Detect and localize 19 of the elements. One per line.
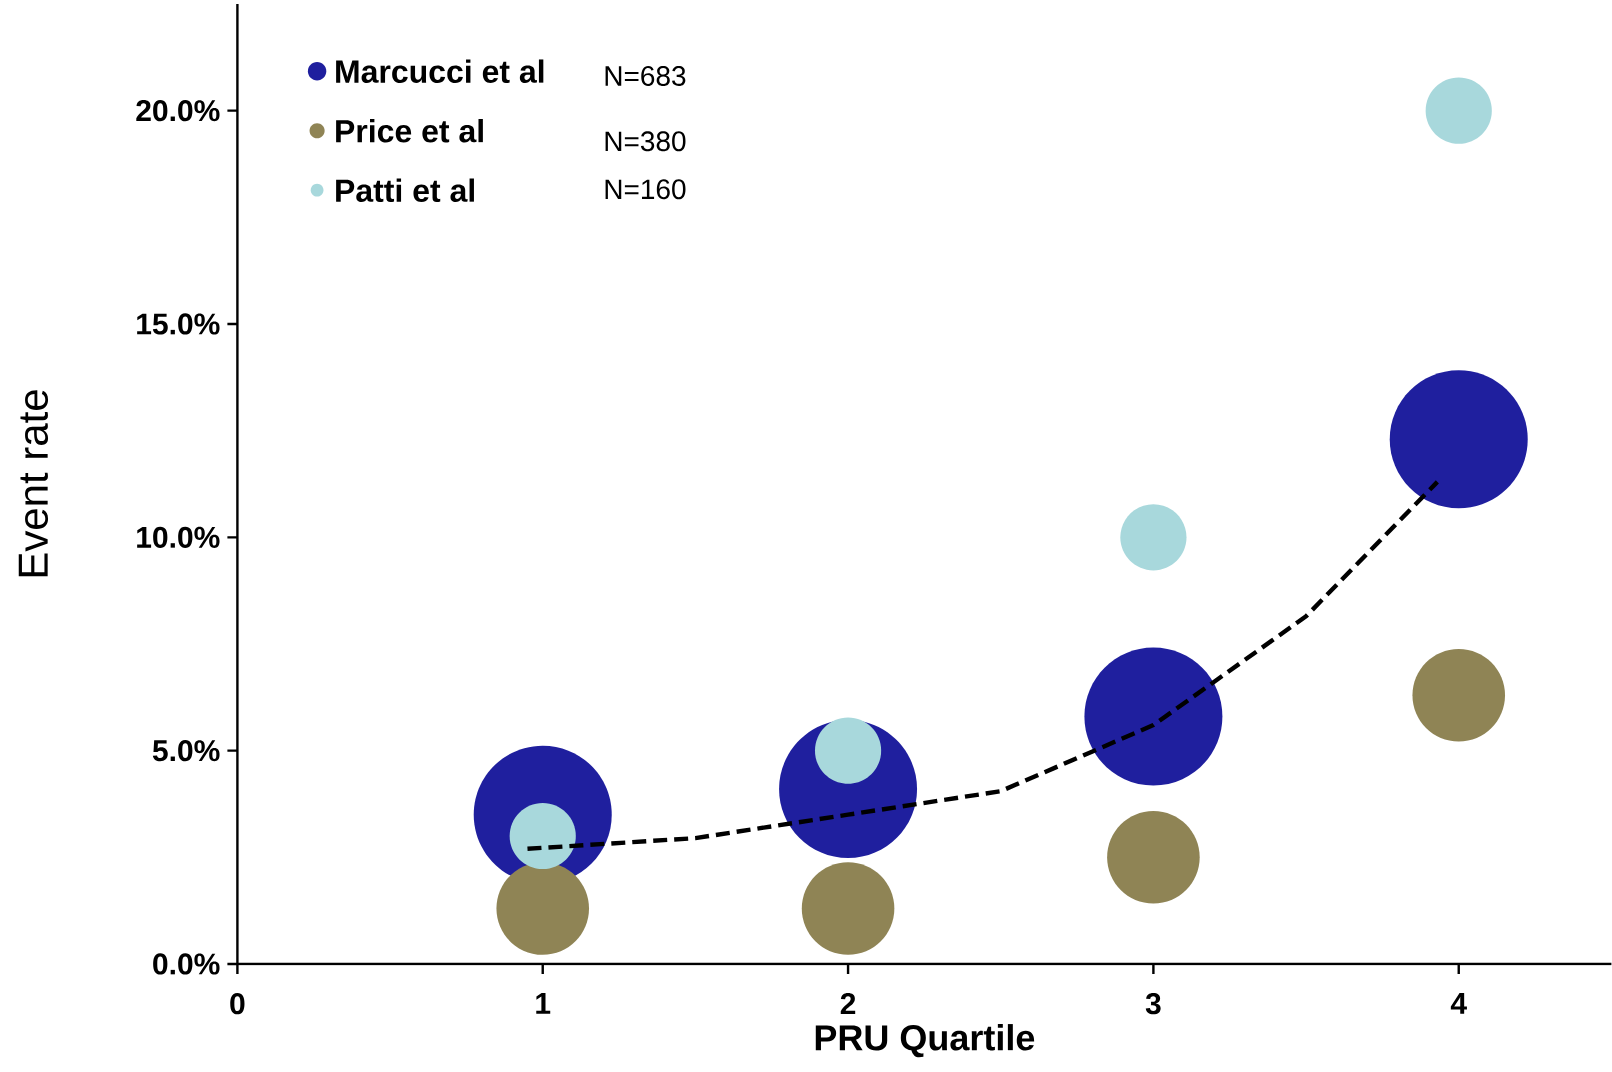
annotation: N=683 [605, 66, 686, 86]
x-tick-label: 1 [536, 993, 551, 1014]
y-tick-label: 20.0% [136, 100, 220, 122]
x-tick-label: 0 [230, 993, 245, 1015]
x-axis-title: PRU Quartile [815, 1024, 1035, 1058]
x-tick-label: 4 [1450, 993, 1467, 1014]
line-series [525, 479, 1440, 851]
y-tick-label: 15.0% [137, 313, 220, 335]
legend-label: Marcucci et al [336, 59, 544, 83]
y-tick-label: 0.0% [153, 953, 220, 975]
y-axis-title: Event rate [18, 390, 49, 577]
annotation: N=380 [605, 131, 686, 152]
legend-label: Patti et al [336, 178, 474, 202]
x-tick-label: 3 [1145, 993, 1161, 1015]
annotation: N=160 [605, 179, 686, 200]
y-tick-label: 10.0% [137, 526, 220, 548]
x-tick-label: 2 [840, 993, 856, 1015]
y-tick-label: 5.0% [152, 740, 220, 762]
legend-label: Price et al [336, 118, 483, 143]
